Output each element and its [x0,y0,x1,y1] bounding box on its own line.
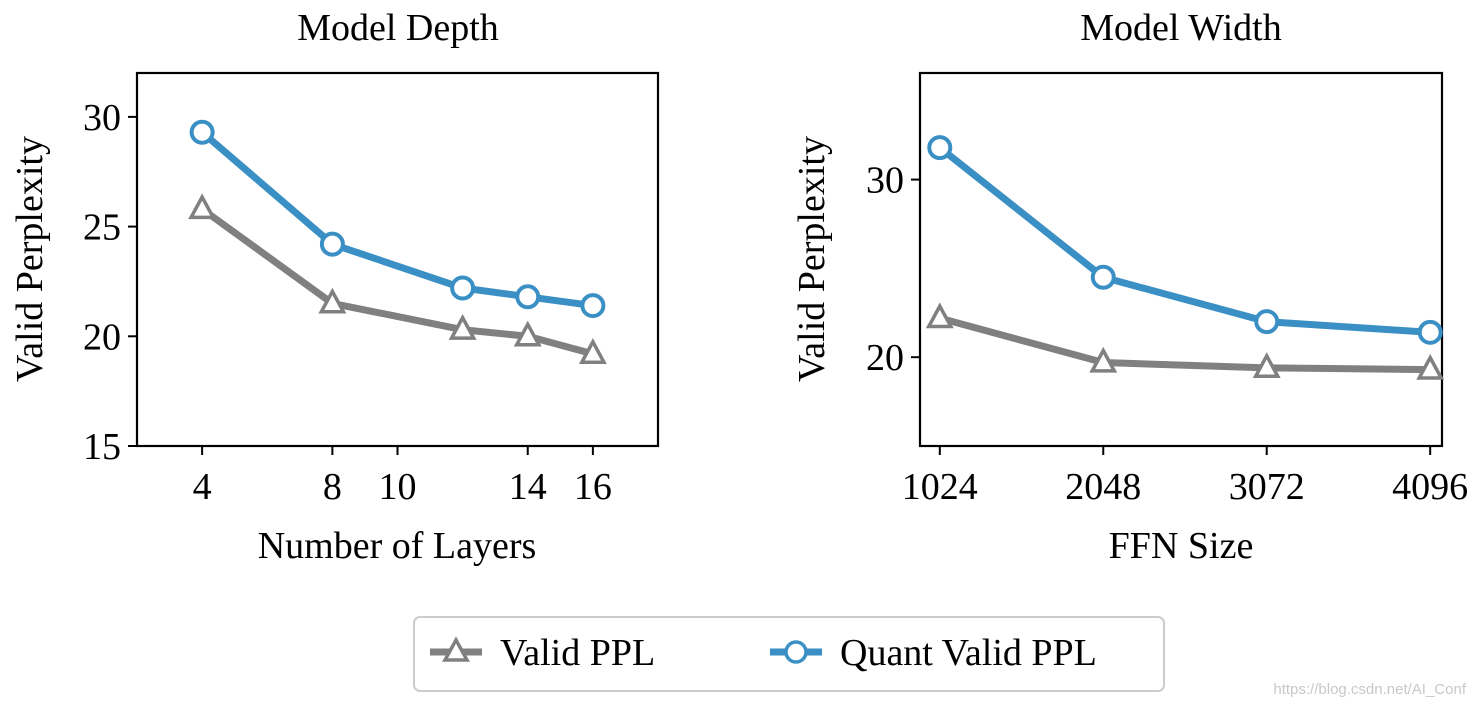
data-point-circle [319,231,345,257]
series-line-quant [936,144,1434,336]
x-tick-label: 16 [574,466,612,508]
data-point-triangle [578,338,607,364]
legend-circle-marker [784,640,808,664]
data-point-circle [1090,264,1116,290]
tick-group: 20 30 1024 2048 3072 4096 [866,160,1468,508]
series-group [188,119,607,364]
x-tick-label: 3072 [1229,466,1305,508]
legend-label-quant: Quant Valid PPL [840,632,1097,674]
y-tick-label: 20 [83,316,121,358]
legend: Valid PPL Quant Valid PPL [413,616,1165,692]
x-axis-label: Number of Layers [258,525,537,567]
data-point-circle [515,284,541,310]
x-tick-label: 14 [509,466,547,508]
y-axis-label: Valid Perplexity [791,136,833,382]
x-axis-label: FFN Size [1109,525,1254,567]
x-tick-label: 10 [379,466,417,508]
series-line-valid [198,205,597,358]
data-point-circle [1417,319,1443,345]
data-point-triangle [1252,352,1281,378]
series-line-valid [936,314,1434,374]
series-group [925,135,1445,380]
data-point-circle [927,135,953,161]
data-point-triangle [1089,346,1118,373]
x-tick-label: 1024 [902,466,978,508]
tick-group: 15 20 25 30 4 8 10 14 16 [83,97,612,508]
plot-frame [135,71,660,448]
chart-panel-model-width: Model Width FFN Size Valid Perplexity 20… [791,7,1468,567]
chart-title: Model Depth [297,7,499,49]
y-tick-label: 15 [83,426,121,468]
data-point-triangle [1416,353,1445,380]
y-axis-label: Valid Perplexity [9,136,51,382]
y-tick-label: 20 [866,337,904,379]
series-line-quant [198,128,597,310]
data-point-triangle [513,320,542,347]
x-tick-label: 2048 [1065,466,1141,508]
plot-frame [918,71,1444,448]
chart-title: Model Width [1080,7,1282,49]
watermark: https://blog.csdn.net/AI_Conf [1273,681,1466,698]
x-tick-label: 8 [323,466,342,508]
legend-triangle-marker [442,636,470,662]
data-point-triangle [925,302,954,329]
chart-panel-model-depth: Model Depth Number of Layers Valid Perpl… [9,7,660,567]
data-point-circle [450,275,476,301]
data-point-triangle [318,287,347,314]
data-point-circle [1254,309,1280,335]
data-point-triangle [448,314,477,340]
x-tick-label: 4 [193,466,212,508]
legend-item-quant-valid-ppl: Quant Valid PPL [770,632,1097,674]
y-tick-label: 30 [83,97,121,139]
data-point-triangle [188,193,217,220]
y-tick-label: 25 [83,207,121,249]
legend-label-valid: Valid PPL [500,632,655,674]
y-tick-label: 30 [866,160,904,202]
data-point-circle [189,119,215,145]
legend-item-valid-ppl: Valid PPL [430,632,655,674]
x-tick-label: 4096 [1392,466,1468,508]
data-point-circle [580,293,606,319]
